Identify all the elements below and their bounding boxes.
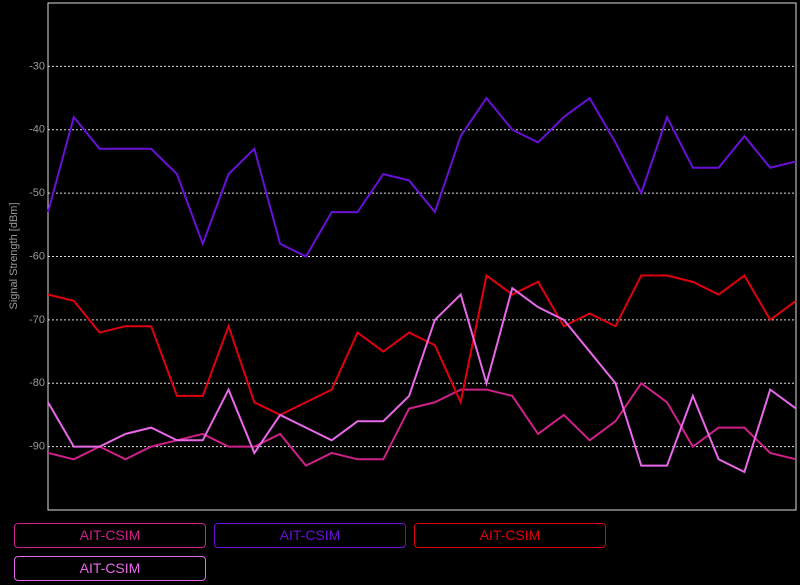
legend-item[interactable]: AIT-CSIM	[14, 523, 206, 548]
y-axis-label: Signal Strength [dBm]	[8, 202, 20, 309]
legend-item[interactable]: AIT-CSIM	[414, 523, 606, 548]
y-tick-label: -70	[29, 314, 45, 326]
chart: Signal Strength [dBm] -90 -80 -70 -60 -50 -40…	[8, 2, 797, 511]
y-tick-label: -40	[29, 124, 45, 136]
series-line	[47, 96, 797, 258]
series-line	[47, 286, 797, 474]
series-line	[47, 381, 797, 467]
y-tick-label: -60	[29, 250, 45, 262]
legend-item[interactable]: AIT-CSIM	[14, 556, 206, 581]
y-tick-label: -90	[29, 441, 45, 453]
y-tick-label: -80	[29, 377, 45, 389]
legend-item[interactable]: AIT-CSIM	[214, 523, 406, 548]
y-tick-label: -50	[29, 187, 45, 199]
series-line	[47, 273, 797, 417]
y-tick-label: -30	[29, 60, 45, 72]
